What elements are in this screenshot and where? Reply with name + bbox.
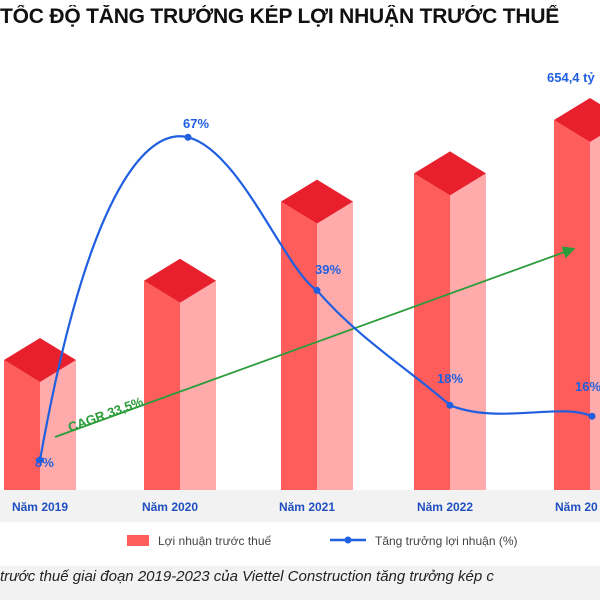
bar-0 xyxy=(4,337,76,490)
growth-line xyxy=(38,135,593,461)
cagr-label: CAGR 33,5% xyxy=(66,394,146,435)
axis-band xyxy=(0,490,600,522)
bar-series: 654,4 tỷ xyxy=(4,70,600,490)
bar-side-face xyxy=(317,201,353,490)
bar-4: 654,4 tỷ xyxy=(547,70,600,490)
growth-point-0 xyxy=(36,456,44,464)
x-tick-label: Năm 2019 xyxy=(12,500,68,514)
legend-bar-label: Lợi nhuận trước thuế xyxy=(158,534,271,548)
bar-front-face xyxy=(4,359,40,490)
growth-label-4: 16% xyxy=(575,379,600,394)
bar-front-face xyxy=(414,173,450,490)
legend-line-label: Tăng trưởng lợi nhuận (%) xyxy=(375,534,518,548)
legend-bar-swatch xyxy=(127,535,149,546)
x-tick-label: Năm 20 xyxy=(555,500,598,514)
bar-1 xyxy=(144,258,216,490)
bar-top-face xyxy=(144,258,216,303)
x-tick-label: Năm 2021 xyxy=(279,500,335,514)
growth-label-3: 18% xyxy=(437,371,463,386)
growth-point-3 xyxy=(446,401,454,409)
growth-point-1 xyxy=(184,133,192,141)
bar-top-face xyxy=(554,98,600,142)
growth-point-4 xyxy=(588,412,596,420)
cagr-trend-arrow xyxy=(54,246,576,438)
growth-label-1: 67% xyxy=(183,116,209,131)
bar-3 xyxy=(414,151,486,490)
profit-chart: 654,4 tỷ CAGR 33,5% 8% 67% 39% 18% 16% Năm 2… xyxy=(0,70,600,548)
bar-side-face xyxy=(590,135,600,490)
chart-title: TỐC ĐỘ TĂNG TRƯỞNG KÉP LỢI NHUẬN TRƯỚC T… xyxy=(0,5,560,28)
bar-top-face xyxy=(281,179,353,224)
bar-front-face xyxy=(144,280,180,490)
legend-line-marker xyxy=(344,536,352,544)
bar-value-label: 654,4 tỷ xyxy=(547,70,595,85)
bar-front-face xyxy=(554,120,590,490)
bar-2 xyxy=(281,179,353,490)
caption: trước thuế giai đoạn 2019-2023 của Viett… xyxy=(0,566,600,600)
x-tick-label: Năm 2022 xyxy=(417,500,473,514)
line-series: 8% 67% 39% 18% 16% xyxy=(35,116,600,470)
growth-point-2 xyxy=(313,286,321,294)
growth-label-0: 8% xyxy=(35,455,54,470)
growth-label-2: 39% xyxy=(315,262,341,277)
x-tick-label: Năm 2020 xyxy=(142,500,198,514)
x-axis-labels: Năm 2019 Năm 2020 Năm 2021 Năm 2022 Năm 20 xyxy=(12,500,598,514)
bar-top-face xyxy=(414,151,486,196)
bar-front-face xyxy=(281,201,317,490)
legend: Lợi nhuận trước thuế Tăng trưởng lợi nhuậ… xyxy=(127,534,518,548)
bar-side-face xyxy=(450,173,486,490)
bar-side-face xyxy=(40,359,76,490)
